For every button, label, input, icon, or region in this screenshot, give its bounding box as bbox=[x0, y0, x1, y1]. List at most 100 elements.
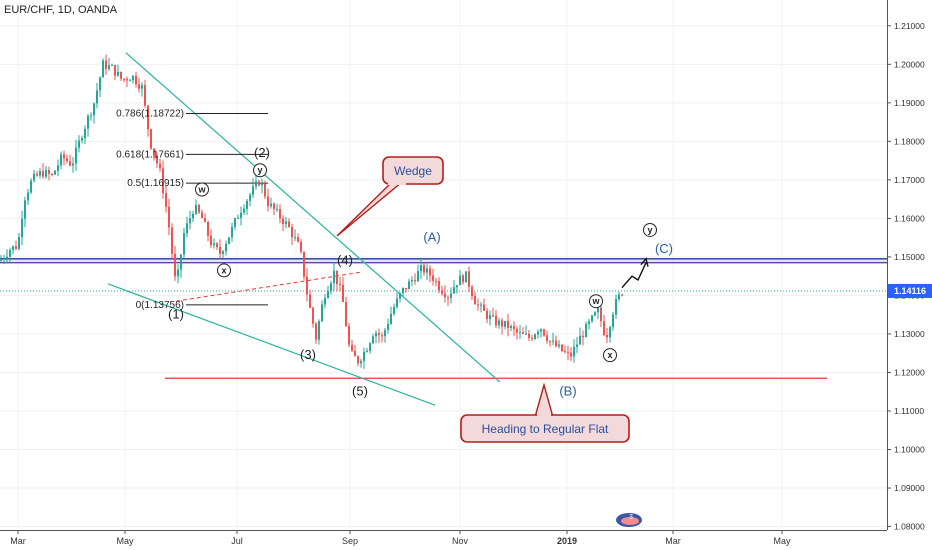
x-tick-label: May bbox=[116, 536, 134, 546]
candle-body bbox=[603, 321, 605, 335]
wave-label: (4) bbox=[337, 253, 353, 268]
candle-body bbox=[513, 326, 515, 329]
candle-body bbox=[402, 287, 404, 294]
candle-body bbox=[507, 320, 509, 329]
candle-body bbox=[60, 154, 62, 166]
candle-body bbox=[30, 180, 32, 193]
candle-body bbox=[600, 307, 602, 322]
candle-body bbox=[528, 333, 530, 338]
candle-body bbox=[585, 323, 587, 338]
wedge-lower-trendline bbox=[107, 283, 436, 406]
candle-body bbox=[570, 352, 572, 357]
candle-body bbox=[414, 280, 416, 282]
fib-level-label: 0(1.13756) bbox=[136, 300, 184, 311]
candle-body bbox=[141, 85, 143, 89]
symbol-title[interactable]: EUR/CHF, 1D, OANDA bbox=[4, 4, 118, 16]
candle-body bbox=[258, 181, 260, 186]
candle-body bbox=[123, 78, 125, 80]
time-axis[interactable]: Mar May Jul Sep Nov 2019 Mar May bbox=[0, 530, 887, 546]
candle-body bbox=[441, 290, 443, 294]
candle-body bbox=[102, 60, 104, 78]
y-tick-label: 1.20000 bbox=[894, 59, 925, 69]
candle-body bbox=[483, 304, 485, 311]
candle-body bbox=[219, 246, 221, 254]
candle-body bbox=[72, 163, 74, 166]
candle-body bbox=[249, 194, 251, 201]
y-tick-label: 1.09000 bbox=[894, 483, 925, 493]
current-price-badge bbox=[888, 283, 932, 298]
candle-body bbox=[210, 235, 212, 246]
candle-body bbox=[255, 181, 257, 187]
candle-body bbox=[576, 344, 578, 347]
candle-body bbox=[498, 320, 500, 326]
candle-body bbox=[66, 158, 68, 162]
candle-body bbox=[264, 183, 266, 197]
candle-body bbox=[390, 313, 392, 324]
candle-body bbox=[522, 332, 524, 334]
candle-body bbox=[129, 80, 131, 82]
wave-label: (B) bbox=[559, 384, 576, 399]
candle-body bbox=[3, 258, 5, 260]
candle-body bbox=[105, 60, 107, 69]
y-tick-label: 1.13000 bbox=[894, 329, 925, 339]
candle-body bbox=[237, 217, 239, 219]
candle-body bbox=[42, 171, 44, 177]
circle-label-ring bbox=[643, 222, 657, 237]
candle-body bbox=[537, 331, 539, 335]
candle-body bbox=[297, 237, 299, 242]
candle-body bbox=[582, 335, 584, 338]
x-tick-label: Mar bbox=[10, 536, 26, 546]
flat-callout[interactable]: Heading to Regular Flat bbox=[460, 382, 630, 443]
candle-body bbox=[606, 334, 608, 338]
candle-body bbox=[111, 64, 113, 66]
wedge-callout-join bbox=[388, 178, 406, 185]
candle-body bbox=[159, 163, 161, 169]
candle-body bbox=[318, 321, 320, 340]
x-tick-label: Mar bbox=[665, 536, 681, 546]
candle-body bbox=[426, 268, 428, 273]
candle-body bbox=[48, 170, 50, 174]
candle-body bbox=[270, 203, 272, 207]
wedge-label: Wedge bbox=[394, 164, 432, 178]
circle-label-ring bbox=[195, 182, 209, 197]
candle-body bbox=[21, 218, 23, 238]
y-tick-label: 1.08000 bbox=[894, 522, 925, 532]
price-axis[interactable]: 1.21000 1.20000 1.19000 1.18000 1.17000 1.160… bbox=[887, 0, 932, 550]
wave-label: (5) bbox=[352, 384, 368, 399]
candle-body bbox=[156, 155, 158, 164]
candle-body bbox=[306, 276, 308, 295]
candle-body bbox=[63, 154, 65, 159]
candle-body bbox=[78, 140, 80, 148]
candle-body bbox=[471, 286, 473, 297]
projection-path bbox=[621, 262, 647, 289]
candle-body bbox=[261, 183, 263, 186]
footer-badge[interactable]: 3 bbox=[616, 513, 642, 527]
candle-body bbox=[504, 320, 506, 327]
candle-body bbox=[423, 265, 425, 273]
candle-body bbox=[612, 314, 614, 328]
wedge-callout[interactable]: Wedge bbox=[336, 156, 444, 237]
circle-label: w bbox=[197, 185, 206, 195]
candle-body bbox=[474, 296, 476, 305]
candle-body bbox=[375, 332, 377, 337]
y-tick-label: 1.12000 bbox=[894, 367, 925, 377]
candle-body bbox=[165, 193, 167, 207]
wave-label: (3) bbox=[300, 347, 316, 362]
candle-body bbox=[183, 233, 185, 255]
candle-body bbox=[411, 280, 413, 282]
y-tick-label: 1.17000 bbox=[894, 175, 925, 185]
candle-body bbox=[87, 115, 89, 129]
candle-body bbox=[345, 301, 347, 327]
x-tick-label: Nov bbox=[452, 536, 469, 546]
candle-body bbox=[573, 346, 575, 357]
candle-body bbox=[450, 293, 452, 298]
candle-body bbox=[246, 200, 248, 209]
candle-body bbox=[408, 281, 410, 290]
candle-body bbox=[546, 335, 548, 341]
candle-body bbox=[225, 243, 227, 252]
candle-body bbox=[120, 71, 122, 79]
candle-body bbox=[444, 293, 446, 298]
circle-label: y bbox=[257, 165, 262, 175]
candle-body bbox=[192, 213, 194, 219]
